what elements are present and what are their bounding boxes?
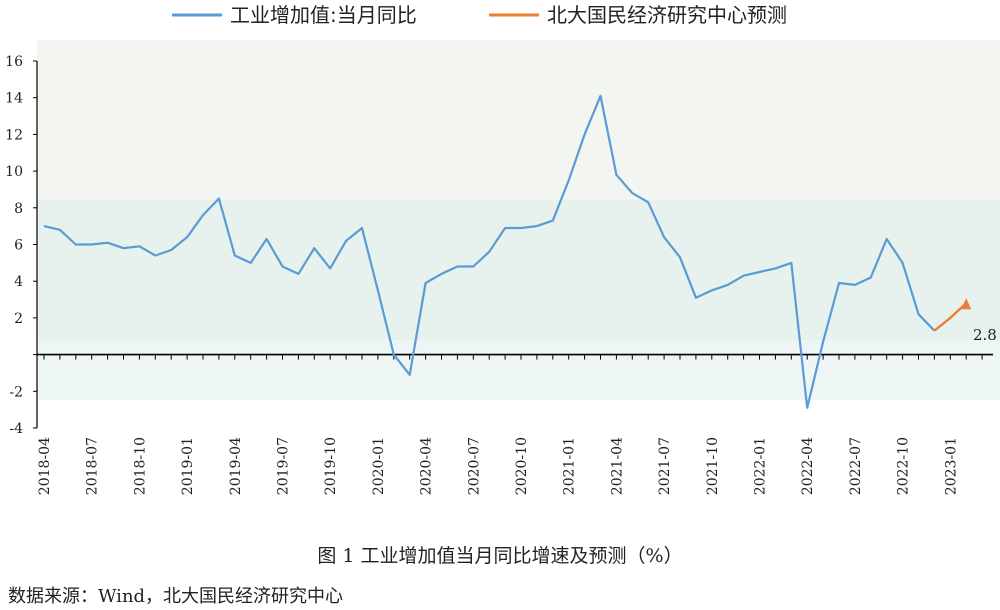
y-tick-label: 6 <box>14 238 23 254</box>
x-tick-label: 2019-07 <box>276 437 292 495</box>
x-tick-label: 2021-01 <box>562 437 578 495</box>
series-line-forecast <box>933 302 968 332</box>
y-tick-label: 14 <box>5 91 23 107</box>
y-tick-label: -2 <box>9 384 23 400</box>
legend: 工业增加值:当月同比 北大国民经济研究中心预测 <box>172 3 787 27</box>
x-tick-label: 2021-04 <box>609 437 625 495</box>
chart-background <box>37 40 1000 400</box>
x-tick-label: 2021-10 <box>705 437 721 495</box>
forecast-value-label: 2.8 <box>973 326 997 344</box>
y-tick-label: 2 <box>14 311 23 327</box>
y-tick-label: 8 <box>14 201 23 217</box>
x-tick-label: 2022-01 <box>753 437 769 495</box>
legend-label-forecast: 北大国民经济研究中心预测 <box>547 3 787 27</box>
y-tick-label: 16 <box>5 54 23 70</box>
forecast-marker <box>961 298 972 310</box>
x-tick-label: 2023-01 <box>943 437 959 495</box>
x-tick-label: 2019-01 <box>180 437 196 495</box>
series-layer <box>43 94 972 409</box>
x-tick-label: 2020-04 <box>419 437 435 495</box>
x-tick-label: 2020-01 <box>371 437 387 495</box>
x-tick-label: 2020-10 <box>514 437 530 495</box>
x-tick-label: 2022-10 <box>896 437 912 495</box>
x-tick-label: 2019-10 <box>323 437 339 495</box>
line-chart: 工业增加值:当月同比 北大国民经济研究中心预测 -4 -2 2 4 6 8 10 12 14 16… <box>5 3 1000 496</box>
y-axis: -4 -2 2 4 6 8 10 12 14 16 <box>5 54 38 437</box>
data-source: 数据来源：Wind，北大国民经济研究中心 <box>8 586 344 607</box>
y-tick-label: -4 <box>9 421 23 437</box>
series-line-actual <box>43 94 936 409</box>
x-tick-label: 2022-07 <box>848 437 864 495</box>
x-tick-label: 2022-04 <box>800 437 816 495</box>
x-tick-label: 2020-07 <box>466 437 482 495</box>
y-tick-label: 4 <box>14 274 23 290</box>
legend-label-actual: 工业增加值:当月同比 <box>230 3 417 27</box>
x-axis: 2018-04 2018-07 2018-10 2019-01 2019-04 2019-… <box>37 353 993 495</box>
y-tick-label: 10 <box>5 164 23 180</box>
x-tick-label: 2018-04 <box>37 437 53 495</box>
x-tick-label: 2018-07 <box>85 437 101 495</box>
x-tick-label: 2021-07 <box>657 437 673 495</box>
x-tick-label: 2019-04 <box>228 437 244 495</box>
figure-caption: 图 1 工业增加值当月同比增速及预测（%） <box>317 545 683 567</box>
y-tick-label: 12 <box>5 127 23 143</box>
x-tick-label: 2018-10 <box>132 437 148 495</box>
